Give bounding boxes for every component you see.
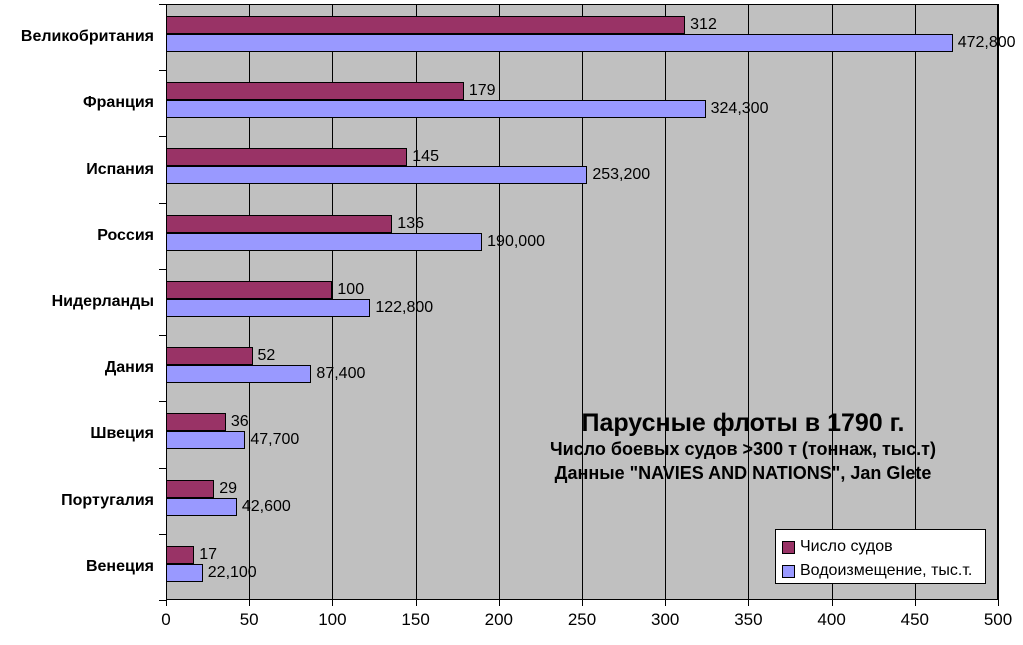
- x-axis-tick: [998, 600, 999, 606]
- bar-displacement: [166, 497, 237, 516]
- chart-title: Парусные флоты в 1790 г.: [581, 409, 905, 437]
- value-label: 472,800: [957, 34, 1016, 51]
- x-axis-label: 400: [817, 610, 846, 629]
- x-axis-tick: [665, 600, 667, 606]
- bar-ships: [166, 214, 393, 233]
- value-label: 22,100: [207, 563, 257, 581]
- legend-label-ships: Число судов: [800, 538, 893, 555]
- x-axis-tick: [249, 600, 251, 606]
- bar-ships: [166, 479, 215, 498]
- value-label: 36: [230, 413, 249, 431]
- category-label: Венеция: [85, 557, 154, 575]
- x-axis-tick: [415, 600, 417, 606]
- y-axis-tick: [159, 136, 166, 138]
- y-axis-tick: [159, 401, 166, 403]
- legend-swatch-displacement: [782, 564, 795, 578]
- x-axis-tick: [332, 600, 334, 606]
- y-axis-tick: [159, 533, 166, 535]
- value-label: 136: [397, 214, 424, 232]
- value-label: 100: [337, 280, 365, 298]
- value-label: 17: [199, 545, 218, 563]
- bar-displacement: [166, 563, 203, 582]
- bar-ships: [166, 413, 226, 432]
- legend-item-displacement: Водоизмещение, тыс.т.: [782, 559, 985, 583]
- legend-swatch-ships: [782, 540, 795, 554]
- x-axis-label: 350: [734, 610, 763, 629]
- gridline: [498, 4, 500, 600]
- x-axis-label: 450: [900, 610, 929, 629]
- bar-ships: [166, 148, 408, 167]
- x-axis-label: 250: [567, 610, 597, 629]
- x-axis-label: 300: [651, 610, 680, 629]
- bar-displacement: [166, 298, 371, 317]
- y-axis-tick: [159, 335, 166, 337]
- gridline: [665, 4, 667, 600]
- bar-displacement: [166, 431, 246, 450]
- legend-item-ships: Число судов: [782, 535, 985, 559]
- bar-ships: [166, 545, 195, 564]
- value-label: 312: [690, 16, 717, 33]
- category-label: Россия: [97, 226, 154, 244]
- x-axis-label: 0: [161, 610, 171, 629]
- value-label: 253,200: [592, 166, 651, 184]
- gridline: [831, 4, 833, 600]
- x-axis-tick: [498, 600, 500, 606]
- x-axis-tick: [582, 600, 583, 606]
- value-label: 179: [468, 82, 496, 100]
- bar-displacement: [166, 100, 706, 119]
- bar-ships: [166, 82, 464, 101]
- y-axis-tick: [159, 70, 166, 72]
- value-label: 42,600: [241, 497, 291, 515]
- x-axis-label: 500: [983, 610, 1013, 629]
- gridline: [582, 4, 583, 600]
- value-label: 324,300: [710, 100, 769, 118]
- bar-displacement: [166, 166, 588, 185]
- category-label: Испания: [86, 160, 154, 178]
- value-label: 87,400: [316, 365, 366, 383]
- bar-ships: [166, 280, 333, 299]
- value-label: 47,700: [250, 431, 300, 449]
- gridline: [914, 4, 916, 600]
- gridline: [748, 4, 750, 600]
- x-axis-label: 50: [239, 610, 259, 629]
- value-label: 122,800: [375, 298, 434, 316]
- gridline: [415, 4, 417, 600]
- chart-title-block: Парусные флоты в 1790 г. Число боевых су…: [500, 409, 986, 485]
- category-label: Португалия: [61, 491, 154, 509]
- category-label: Дания: [104, 359, 154, 377]
- x-axis-label: 100: [318, 610, 347, 629]
- value-label: 145: [412, 148, 439, 166]
- gridline: [998, 4, 999, 600]
- x-axis-tick: [166, 600, 167, 606]
- x-axis-tick: [831, 600, 833, 606]
- legend-label-displacement: Водоизмещение, тыс.т.: [800, 562, 973, 579]
- category-label: Великобритания: [20, 28, 154, 46]
- chart-source: Данные "NAVIES AND NATIONS", Jan Glete: [554, 463, 932, 483]
- legend: Число судов Водоизмещение, тыс.т.: [775, 529, 986, 584]
- bar-displacement: [166, 34, 953, 52]
- x-axis-label: 150: [401, 610, 430, 629]
- bar-displacement: [166, 365, 312, 384]
- y-axis-tick: [159, 600, 166, 601]
- category-label: Швеция: [90, 425, 154, 443]
- category-label: Франция: [83, 94, 154, 112]
- y-axis-tick: [159, 202, 166, 204]
- value-label: 29: [219, 479, 238, 497]
- value-label: 190,000: [487, 232, 545, 250]
- x-axis-tick: [748, 600, 750, 606]
- bar-ships: [166, 347, 253, 366]
- chart-subtitle: Число боевых судов >300 т (тоннаж, тыс.т…: [549, 439, 936, 459]
- x-axis-label: 200: [484, 610, 513, 629]
- y-axis-tick: [159, 4, 166, 5]
- y-axis-tick: [159, 268, 166, 270]
- y-axis-tick: [159, 467, 166, 469]
- x-axis-tick: [914, 600, 916, 606]
- category-label: Нидерланды: [51, 293, 154, 310]
- bar-displacement: [166, 232, 483, 251]
- value-label: 52: [257, 347, 276, 365]
- bar-ships: [166, 16, 686, 34]
